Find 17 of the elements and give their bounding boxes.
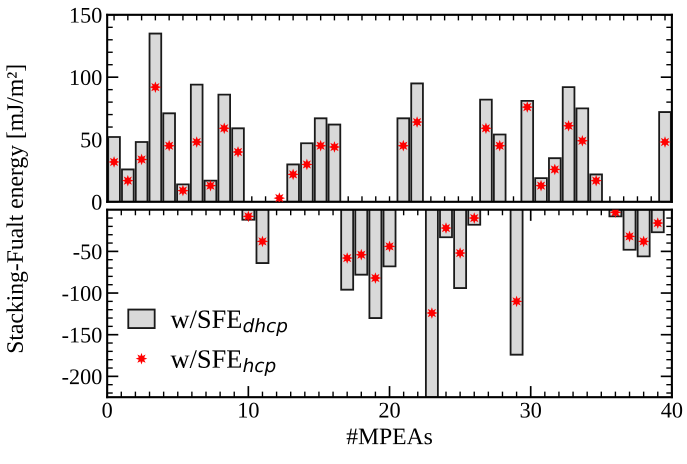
y-tick-label: -150 bbox=[62, 328, 102, 343]
y-tick-label: -100 bbox=[62, 286, 102, 301]
y-tick-label: -200 bbox=[62, 369, 102, 384]
x-tick-label: 20 bbox=[379, 402, 400, 418]
x-tick-label: 10 bbox=[239, 402, 259, 418]
legend-label: w/SFE$_{hcp}$ bbox=[170, 350, 276, 376]
legend-label: w/SFE$_{dhcp}$ bbox=[170, 310, 288, 336]
x-tick-label: 0 bbox=[102, 402, 112, 418]
x-tick-label: 40 bbox=[661, 402, 682, 418]
y-tick-label: 50 bbox=[81, 132, 102, 148]
y-tick-label: 0 bbox=[92, 194, 102, 210]
y-tick-label: 150 bbox=[70, 8, 102, 23]
y-axis-title: Stacking-Fualt energy [mJ/m²] bbox=[6, 66, 28, 352]
x-axis-title: #MPEAs bbox=[346, 428, 432, 444]
y-tick-label: -50 bbox=[74, 244, 102, 260]
x-tick-label: 30 bbox=[520, 402, 541, 418]
y-tick-label: 100 bbox=[70, 70, 102, 86]
